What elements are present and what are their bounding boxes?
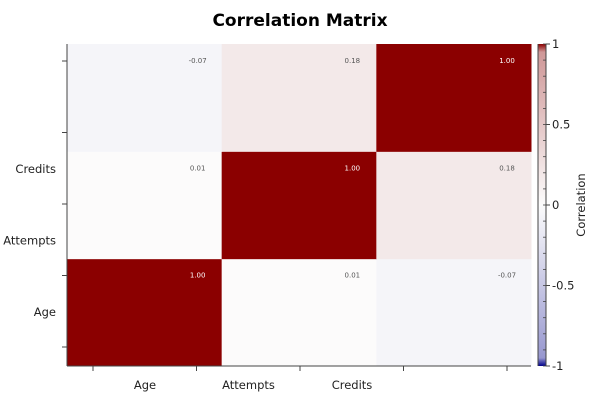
y-tick-label: Credits — [15, 162, 56, 176]
colorbar-tick-label: 0.5 — [552, 118, 570, 132]
cell-value-label: -0.07 — [189, 57, 207, 65]
heatmap-cell — [67, 258, 223, 367]
y-tick-label: Attempts — [3, 234, 56, 248]
heatmap-cell — [221, 151, 377, 260]
cell-value-label: -0.07 — [498, 272, 516, 280]
heatmap-cell — [221, 44, 377, 152]
x-tick-label: Attempts — [222, 378, 275, 392]
cell-value-label: 1.00 — [345, 164, 361, 172]
x-tick-label: Age — [134, 378, 156, 392]
heatmap-cells: 1.00 0.01 -0.07 0.01 1.00 0.18 -0.07 0.18 1.00 — [67, 44, 532, 367]
colorbar-tick-label: 1 — [552, 37, 559, 51]
chart-title: Correlation Matrix — [212, 11, 387, 31]
cell-value-label: 0.01 — [190, 164, 206, 172]
heatmap-cell — [221, 258, 377, 367]
cell-value-label: 1.00 — [190, 272, 206, 280]
heatmap-cell — [67, 151, 223, 260]
colorbar-label: Correlation — [574, 173, 588, 236]
heatmap-axes: Age Attempts Credits Age Attempts Credits — [3, 44, 531, 392]
cell-value-label: 0.18 — [345, 57, 361, 65]
heatmap-cell — [376, 258, 532, 367]
heatmap-cell — [376, 151, 532, 260]
colorbar-tick-label: -0.5 — [552, 279, 574, 293]
colorbar: 1 0.5 0 -0.5 -1 Correlation — [537, 37, 588, 373]
cell-value-label: 0.01 — [345, 272, 361, 280]
cell-value-label: 0.18 — [499, 164, 515, 172]
x-tick-label: Credits — [332, 378, 373, 392]
colorbar-tick-label: 0 — [552, 198, 559, 212]
colorbar-gradient — [538, 44, 546, 366]
heatmap-cell — [376, 44, 532, 152]
colorbar-tick-label: -1 — [552, 359, 563, 373]
heatmap-cell — [67, 44, 223, 152]
cell-value-label: 1.00 — [499, 57, 515, 65]
y-tick-label: Age — [34, 305, 56, 319]
